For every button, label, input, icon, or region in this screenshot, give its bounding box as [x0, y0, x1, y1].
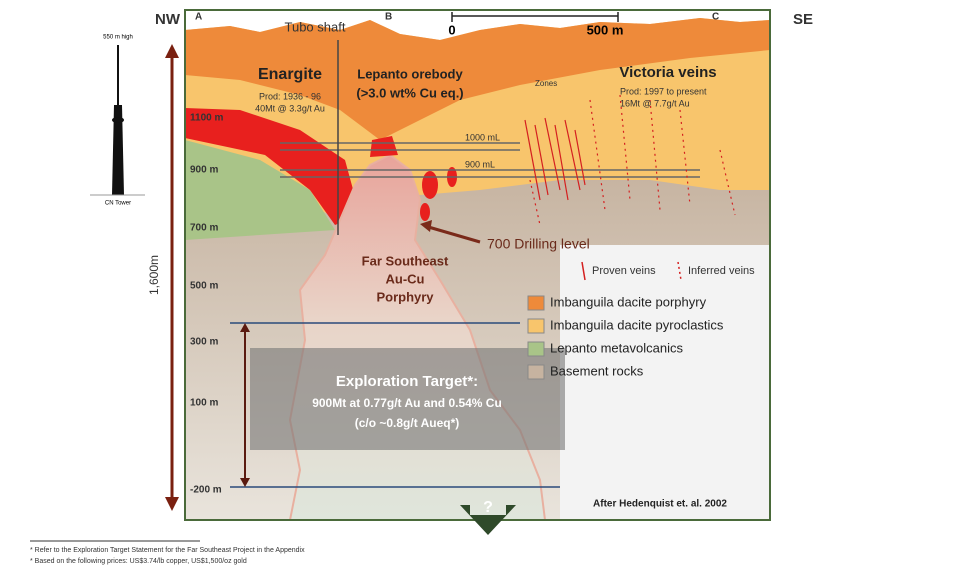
inferred-label: Inferred veins — [688, 265, 755, 277]
tower-name: CN Tower — [105, 201, 131, 207]
elevation-label: 500 m — [190, 281, 218, 292]
elevation-label: 700 m — [190, 223, 218, 234]
footnote: * Refer to the Exploration Target Statem… — [30, 547, 305, 554]
ore-pod — [420, 203, 430, 221]
target-line: 900Mt at 0.77g/t Au and 0.54% Cu — [312, 396, 502, 410]
enargite-title: Enargite — [258, 66, 322, 83]
question: ? — [483, 499, 493, 516]
legend-swatch — [527, 341, 545, 357]
credit: After Hedenquist et. al. 2002 — [593, 499, 727, 510]
legend-swatch — [527, 364, 545, 380]
target-title: Exploration Target*: — [336, 373, 478, 390]
lepanto-title: Lepanto orebody — [357, 66, 463, 81]
enargite-prod: Prod: 1936 - 96 — [259, 91, 321, 101]
drill-arrowhead — [420, 220, 432, 232]
question-arrow — [460, 505, 516, 535]
inferred-veins — [529, 94, 736, 226]
elevation-label: 1100 m — [190, 113, 223, 124]
se: SE — [793, 11, 813, 28]
proven-veins — [524, 117, 586, 201]
lepanto-grade: (>3.0 wt% Cu eq.) — [356, 85, 463, 100]
section-b: B — [385, 12, 392, 23]
porphyry-label: Porphyry — [376, 289, 434, 304]
level-lines — [280, 142, 700, 178]
shaft-label: Tubo shaft — [285, 19, 346, 34]
nw: NW — [155, 11, 181, 28]
tower-height: 550 m high — [103, 35, 133, 41]
zones: Zones — [535, 79, 557, 88]
scale-bar — [451, 12, 619, 22]
porphyry-layer — [185, 18, 770, 140]
enargite-grade: 40Mt @ 3.3g/t Au — [255, 103, 325, 113]
drill-arrow — [424, 224, 481, 244]
cross-section — [184, 9, 771, 521]
elevations: 1100 m 900 m 700 m 500 m 300 m 100 m -200 m — [190, 113, 223, 496]
scale-start: 0 — [448, 22, 455, 37]
elevation-label: 900 m — [190, 165, 218, 176]
proven-label: Proven veins — [592, 265, 656, 277]
target-line: (c/o ~0.8g/t Aueq*) — [355, 416, 460, 430]
footnotes: * Refer to the Exploration Target Statem… — [30, 547, 305, 565]
porphyry-label: Au-Cu — [386, 271, 425, 286]
ore-pod — [422, 171, 438, 199]
legend: Imbanguila dacite porphyry Imbanguila dac… — [527, 294, 724, 380]
legend-swatch — [527, 318, 545, 334]
section-a: A — [195, 12, 202, 23]
metavolcanics — [185, 140, 335, 240]
cn-tower — [112, 45, 124, 195]
victoria-prod: Prod: 1997 to present — [620, 86, 707, 96]
porphyry-label: Far Southeast — [362, 253, 449, 268]
victoria-title: Victoria veins — [619, 64, 716, 81]
proven-key — [581, 261, 586, 281]
lepanto-orebody — [370, 136, 398, 157]
footnote: * Based on the following prices: US$3.74… — [30, 558, 247, 565]
elevation-label: -200 m — [190, 485, 222, 496]
scale-end: 500 m — [587, 22, 624, 37]
legend-label: Imbanguila dacite porphyry — [550, 294, 707, 309]
legend-label: Lepanto metavolcanics — [550, 340, 683, 355]
total-depth: 1,600m — [147, 255, 161, 295]
target-box — [250, 348, 565, 450]
drilling-level: 700 Drilling level — [487, 236, 590, 252]
elevation-label: 100 m — [190, 398, 218, 409]
level-900: 900 mL — [465, 159, 495, 169]
section-c: C — [712, 12, 719, 23]
legend-swatch — [527, 295, 545, 311]
legend-bg — [560, 245, 770, 520]
inferred-key — [677, 261, 682, 281]
legend-label: Imbanguila dacite pyroclastics — [550, 317, 724, 332]
elevation-label: 300 m — [190, 337, 218, 348]
level-1000: 1000 mL — [465, 132, 500, 142]
legend-label: Basement rocks — [550, 363, 644, 378]
enargite-body — [185, 108, 360, 225]
victoria-grade: 16Mt @ 7.7g/t Au — [620, 98, 690, 108]
